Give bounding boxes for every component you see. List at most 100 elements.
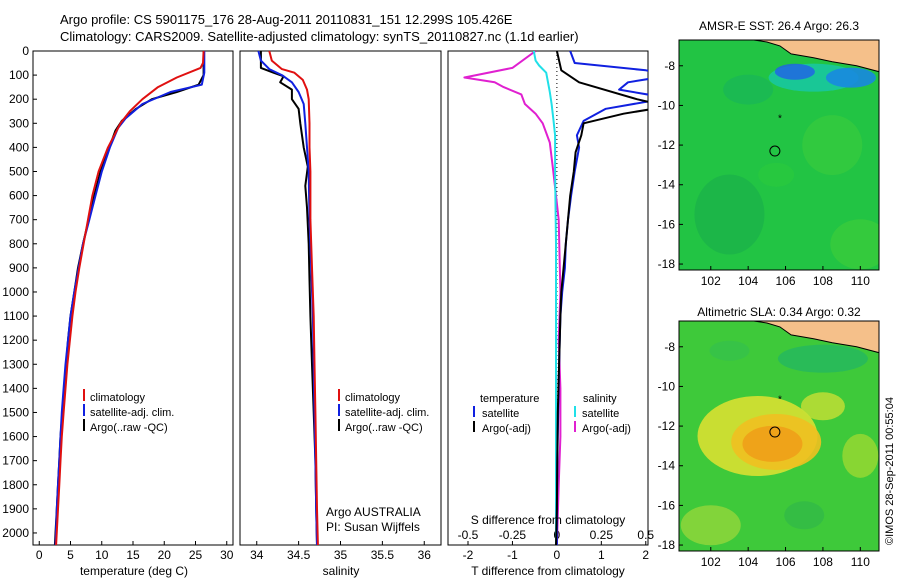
t-difference-axis-label: T difference from climatology [471,564,625,578]
y-tick-label: -12 [658,419,676,433]
imos-timestamp: ©IMOS 28-Sep-2011 00:55:04 [884,397,896,545]
land-mass [753,321,879,354]
map-frame [678,320,880,552]
y-tick-label: 200 [9,92,29,106]
argo-position-marker [769,426,781,438]
legend-label: Argo(..raw -QC) [90,422,168,434]
x-tick-label: 34.5 [287,548,311,562]
x-tick-label: 104 [738,555,758,569]
y-tick-label: 1400 [2,381,29,395]
s-tick-label: 0.25 [590,528,614,542]
x-tick-label: 102 [701,274,721,288]
x-tick-label: 10 [95,548,109,562]
legend-label: climatology [90,392,146,404]
y-tick-label: 900 [9,261,29,275]
sst-map-title: AMSR-E SST: 26.4 Argo: 26.3 [699,19,859,33]
legend-label: climatology [345,392,401,404]
map-anomaly-blob [784,501,825,530]
plot-frame [239,50,442,546]
map-anomaly-blob [758,162,795,187]
s-difference-axis-label: S difference from climatology [471,513,626,527]
temperature-axis-label: temperature (deg C) [80,564,188,578]
difference-lines [463,51,648,545]
y-tick-label: -10 [658,98,676,112]
map-anomaly-blob [842,433,879,478]
map-anomaly-blob [680,505,741,546]
map-anomaly-blob [723,74,774,105]
x-tick-label: 20 [158,548,172,562]
s-tick-label: 0.5 [637,528,654,542]
x-tick-label: 102 [701,555,721,569]
map-anomaly-blob [709,340,750,361]
y-tick-label: 600 [9,189,29,203]
map-frame [678,39,880,271]
y-tick-label: 1300 [2,357,29,371]
x-tick-label: 104 [738,274,758,288]
argo-australia-label: Argo AUSTRALIA [326,505,421,519]
x-tick-label: -1 [507,548,518,562]
x-tick-label: 35.5 [371,548,395,562]
x-tick-label: 25 [189,548,203,562]
legend-label: satellite [482,408,519,420]
y-tick-label: 1500 [2,405,29,419]
legend-heading: salinity [583,393,617,405]
y-tick-label: 100 [9,68,29,82]
x-tick-label: 36 [418,548,432,562]
salinity-series-line [268,50,319,546]
y-tick-label: 1200 [2,333,29,347]
x-tick-label: 15 [126,548,140,562]
plot-frame [447,50,649,546]
y-tick-label: 1800 [2,478,29,492]
map-anomaly-blob [694,174,765,255]
header-line-2: Climatology: CARS2009. Satellite-adjuste… [60,29,579,44]
x-tick-label: 35 [334,548,348,562]
y-tick-label: 1100 [3,309,29,323]
y-tick-label: -16 [658,498,676,512]
x-tick-label: 108 [813,274,833,288]
map-anomaly-blob [825,67,876,88]
difference-series-line [532,51,557,545]
y-tick-label: 2000 [2,526,29,540]
map-anomaly-blob [774,63,815,80]
y-tick-label: -18 [658,257,676,271]
legend-label: Argo(-adj) [482,423,531,435]
sla-map-title: Altimetric SLA: 0.34 Argo: 0.32 [697,305,861,319]
y-tick-label: -18 [658,538,676,552]
temperature-series-line [55,50,205,546]
map-field [679,40,879,270]
y-tick-label: 1600 [2,430,29,444]
x-tick-label: 0 [554,548,561,562]
legend-label: satellite [582,408,619,420]
y-tick-label: -8 [664,59,675,73]
y-tick-label: -8 [664,340,675,354]
s-tick-label: -0.5 [458,528,479,542]
s-tick-label: -0.25 [499,528,527,542]
y-tick-label: 1000 [2,285,29,299]
x-tick-label: 2 [642,548,649,562]
legend-label: Argo(..raw -QC) [345,422,423,434]
y-tick-label: -12 [658,138,676,152]
earlier-position-marker: * [778,113,782,124]
argo-position-marker [769,145,781,157]
x-tick-label: -2 [463,548,474,562]
difference-series-line [555,51,648,545]
x-tick-label: 106 [776,555,796,569]
map-anomaly-blob [830,219,879,270]
difference-series-line [463,51,562,545]
x-tick-label: 110 [851,274,870,288]
x-tick-label: 110 [851,555,870,569]
sst-map-panel: 102 104 106 108 110 -8 -10 -12 -14 -16 -18 * [658,39,880,288]
header-line-1: Argo profile: CS 5901175_176 28-Aug-2011… [60,12,513,27]
y-tick-label: 1900 [2,502,29,516]
map-anomaly-blob [800,392,845,421]
map-anomaly-blob [802,115,863,176]
temperature-panel: 0 5 10 15 20 25 300100200300400500600700800900… [2,44,233,562]
x-tick-label: 0 [36,548,43,562]
y-tick-label: 700 [9,213,29,227]
y-tick-label: 300 [9,116,29,130]
x-tick-label: 1 [598,548,605,562]
map-anomaly-blob [742,425,803,462]
salinity-panel: 34 34.5 35 35.5 36 climatology satellite-adj. … [239,50,442,562]
